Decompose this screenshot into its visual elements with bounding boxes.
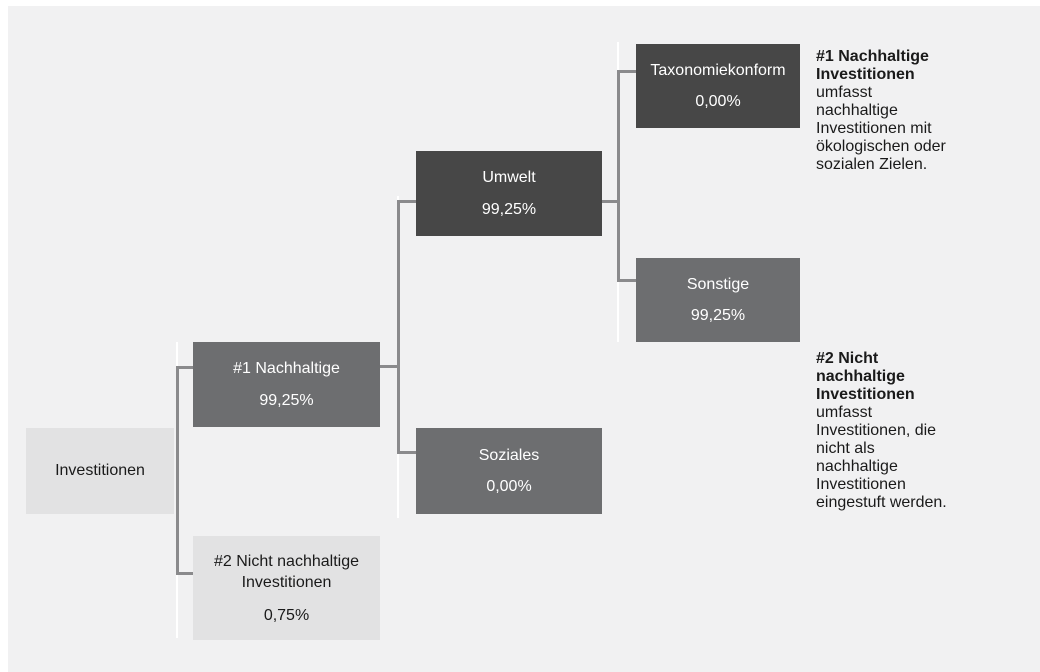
taxonomy-value: 0,00% <box>695 93 741 110</box>
sustainable-label: #1 Nachhaltige <box>233 360 340 378</box>
connector <box>176 366 193 369</box>
connector <box>380 365 400 368</box>
legend-text-line: umfasst <box>816 404 873 421</box>
legend-text-line: umfasst <box>816 84 873 101</box>
legend-text-line: nachhaltige <box>816 458 898 475</box>
legend-text-line: nicht als <box>816 440 875 457</box>
connector <box>617 70 620 281</box>
other-box: Sonstige 99,25% <box>636 258 800 342</box>
legend-text-line: Investitionen, die <box>816 422 937 439</box>
not-sustainable-label-line2: Investitionen <box>241 573 332 591</box>
other-value: 99,25% <box>690 307 746 324</box>
connector <box>600 200 620 203</box>
social-box: Soziales 0,00% <box>416 428 602 514</box>
sustainable-value: 99,25% <box>259 391 314 409</box>
connector <box>617 70 637 73</box>
legend-text-line: Investitionen mit <box>816 120 932 137</box>
connector <box>176 572 193 575</box>
not-sustainable-value: 0,75% <box>263 606 310 624</box>
taxonomy-box: Taxonomiekonform 0,00% <box>636 44 800 128</box>
legend-text-line: eingestuft werden. <box>816 494 947 511</box>
connector <box>397 200 417 203</box>
sustainable-box: #1 Nachhaltige 99,25% <box>193 342 380 427</box>
other-label: Sonstige <box>686 275 750 293</box>
legend-text-line: sozialen Zielen. <box>816 156 928 173</box>
legend-not-sustainable-heading-2: nachhaltige <box>816 368 905 385</box>
legend-sustainable-text: umfasst nachhaltige Investitionen mit ök… <box>816 84 1016 174</box>
legend-sustainable-heading-1: #1 Nachhaltige <box>816 48 929 65</box>
legend-not-sustainable: #2 Nicht nachhaltige Investitionen umfas… <box>816 350 1016 512</box>
legend-text-line: Investitionen <box>816 476 906 493</box>
environmental-value: 99,25% <box>481 200 537 218</box>
connector <box>397 451 417 454</box>
investments-root-label: Investitionen <box>55 462 145 480</box>
legend-text-line: ökologischen oder <box>816 138 946 155</box>
social-value: 0,00% <box>486 478 532 495</box>
taxonomy-label: Taxonomiekonform <box>650 61 786 79</box>
not-sustainable-label-line1: #2 Nicht nachhaltige <box>214 552 359 570</box>
not-sustainable-box: #2 Nicht nachhaltige Investitionen 0,75% <box>193 536 380 640</box>
legend-sustainable: #1 Nachhaltige Investitionen umfasst nac… <box>816 48 1016 174</box>
legend-not-sustainable-heading-1: #2 Nicht <box>816 350 879 367</box>
investments-root-box: Investitionen <box>26 428 174 514</box>
legend-not-sustainable-heading-3: Investitionen <box>816 386 915 403</box>
diagram-canvas: Investitionen #1 Nachhaltige 99,25% #2 N… <box>8 6 1040 672</box>
connector <box>176 366 179 574</box>
legend-text-line: nachhaltige <box>816 102 898 119</box>
legend-not-sustainable-text: umfasst Investitionen, die nicht als nac… <box>816 404 1016 512</box>
connector <box>397 200 400 454</box>
environmental-label: Umwelt <box>482 169 536 187</box>
connector <box>617 279 637 282</box>
social-label: Soziales <box>478 446 540 464</box>
environmental-box: Umwelt 99,25% <box>416 151 602 236</box>
legend-sustainable-heading-2: Investitionen <box>816 66 915 83</box>
